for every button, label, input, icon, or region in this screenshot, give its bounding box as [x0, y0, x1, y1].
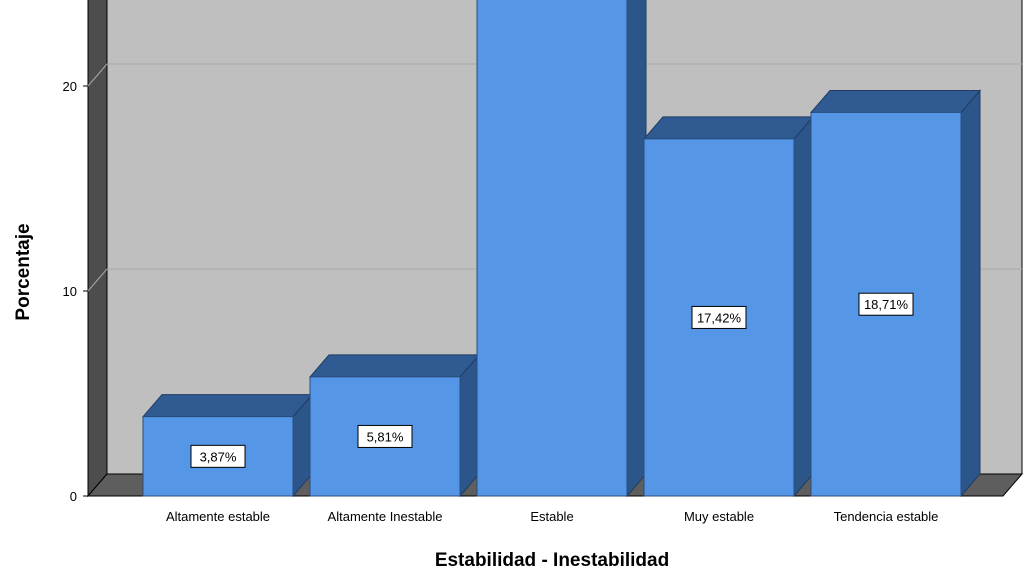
gridline-side [87, 268, 108, 292]
data-label-box [357, 424, 413, 448]
data-label: 17,42% [697, 310, 742, 325]
x-category-label: Altamente Inestable [328, 509, 443, 524]
bar-top [141, 394, 314, 418]
y-tick-label: 10 [63, 284, 77, 299]
y-tick-label: 20 [63, 79, 77, 94]
bar-side [459, 353, 480, 498]
x-category-label: Estable [530, 509, 573, 524]
bar: 18,71% [809, 89, 982, 498]
x-axis-title: Estabilidad - Inestabilidad [435, 550, 669, 570]
bar-side [626, 0, 647, 498]
data-label-box [858, 292, 914, 316]
bar-top [308, 354, 481, 378]
y-tick-label: 0 [70, 489, 77, 504]
bar-side [793, 115, 814, 498]
gridline-side [87, 63, 108, 87]
x-category-label: Tendencia estable [834, 509, 939, 524]
bar-top [642, 116, 815, 140]
y-axis-title: Porcentaje [13, 223, 34, 320]
x-category-label: Altamente estable [166, 509, 270, 524]
data-label: 18,71% [864, 297, 909, 312]
bars: 3,87% 5,81% 54,19% 17,42% 18,71% [141, 0, 982, 498]
y-axis-ticks: 0102030405060 [63, 79, 88, 504]
bar: 54,19% [476, 0, 647, 498]
data-label-box [691, 305, 747, 329]
bar: 5,81% [308, 353, 481, 498]
data-label-box [190, 444, 246, 468]
data-label: 3,87% [200, 449, 237, 464]
bar-top [809, 89, 982, 113]
x-axis-categories: Altamente estable Altamente Inestable Esta… [166, 509, 938, 524]
bar-front [476, 0, 628, 497]
x-category-label: Muy estable [684, 509, 754, 524]
bar-side [960, 89, 981, 498]
bar: 17,42% [642, 115, 815, 498]
data-label: 5,81% [367, 429, 404, 444]
bar: 3,87% [141, 393, 314, 498]
